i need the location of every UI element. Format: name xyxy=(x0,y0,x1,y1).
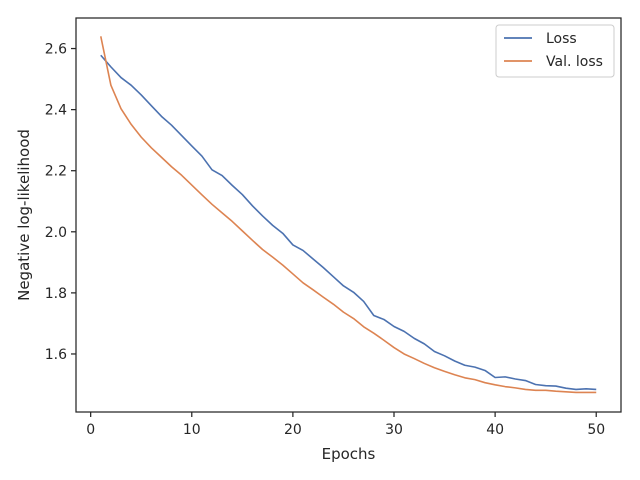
plot-frame xyxy=(75,17,622,413)
x-tick-label: 10 xyxy=(183,422,201,438)
y-tick-label: 1.6 xyxy=(45,347,67,363)
y-tick-label: 2.4 xyxy=(45,103,67,119)
legend: Loss Val. loss xyxy=(495,24,615,78)
series-line-val-loss xyxy=(99,36,597,394)
x-tick-label: 50 xyxy=(587,422,605,438)
y-tick-label: 2.2 xyxy=(45,164,67,180)
x-tick-label: 0 xyxy=(86,422,95,438)
y-tick-label: 1.8 xyxy=(45,286,67,302)
legend-label-val-loss: Val. loss xyxy=(546,54,603,70)
y-tick-label: 2.6 xyxy=(45,42,67,58)
y-tick-label: 2.0 xyxy=(45,225,67,241)
x-tick-label: 30 xyxy=(385,422,403,438)
x-axis-title: Epochs xyxy=(322,445,376,463)
y-axis-title: Negative log-likelihood xyxy=(15,129,33,301)
series-line-loss xyxy=(100,54,597,391)
x-tick-label: 20 xyxy=(284,422,302,438)
x-tick-label: 40 xyxy=(486,422,504,438)
legend-label-loss: Loss xyxy=(546,31,577,47)
